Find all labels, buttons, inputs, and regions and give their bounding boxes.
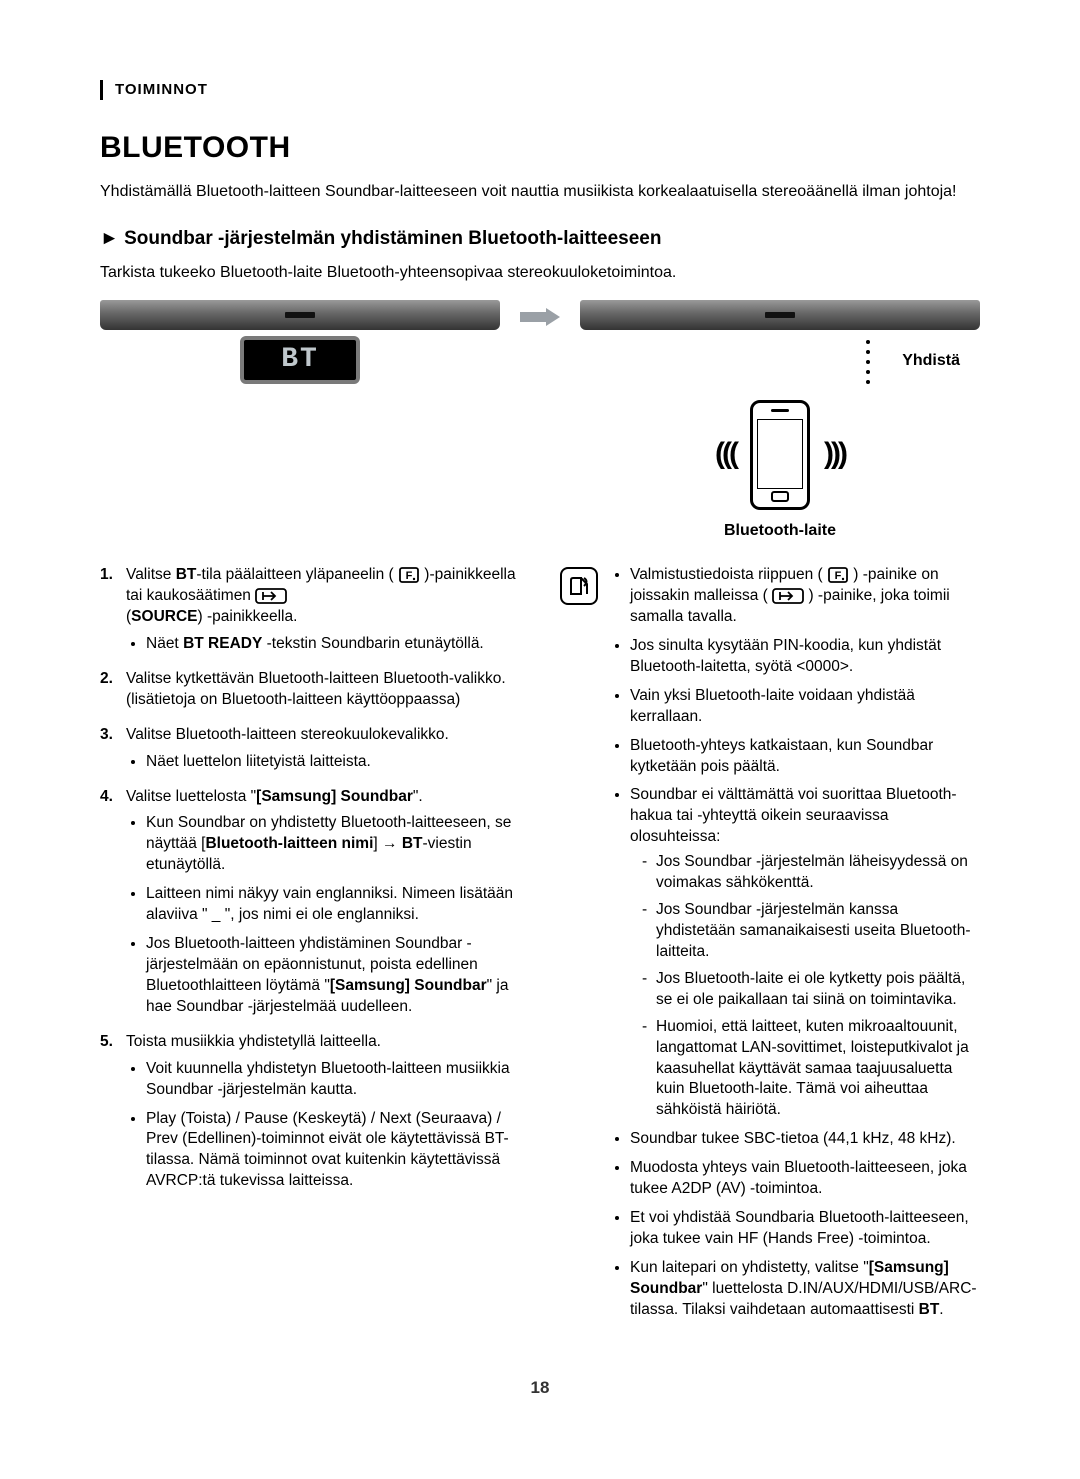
source-button-icon-2 (772, 587, 804, 605)
page-title: BLUETOOTH (100, 128, 980, 169)
wave-right-icon: ))) (824, 434, 845, 475)
phone-waves: ((( ))) (580, 400, 980, 510)
source-button-icon (255, 587, 287, 605)
step3-bullet: Näet luettelon liitetyistä laitteista. (146, 752, 520, 773)
step5-text: Toista musiikkia yhdistetyllä laitteella… (126, 1033, 381, 1050)
n1-a: Valmistustiedoista riippuen ( (630, 566, 827, 583)
note-5-d4: Huomioi, että laitteet, kuten mikroaalto… (642, 1017, 980, 1122)
svg-text:F: F (406, 570, 413, 582)
step4-bullet1: Kun Soundbar on yhdistetty Bluetooth-lai… (146, 813, 520, 876)
step-5: Toista musiikkia yhdistetyllä laitteella… (100, 1032, 520, 1192)
step-2: Valitse kytkettävän Bluetooth-laitteen B… (100, 669, 520, 711)
s4b1-d: BT (402, 835, 423, 852)
bt-device-label: Bluetooth-laite (580, 520, 980, 542)
step4-bullet3: Jos Bluetooth-laitteen yhdistäminen Soun… (146, 934, 520, 1018)
function-button-icon: F (398, 566, 420, 584)
s4b1-c: ] → (373, 835, 401, 852)
n9-d: BT (919, 1301, 940, 1318)
n5-text: Soundbar ei välttämättä voi suorittaa Bl… (630, 786, 957, 845)
note-6: Soundbar tukee SBC-tietoa (44,1 kHz, 48 … (630, 1129, 980, 1150)
step-1: Valitse BT-tila päälaitteen yläpaneelin … (100, 565, 520, 655)
subsection-title-text: Soundbar -järjestelmän yhdistäminen Blue… (124, 228, 661, 249)
note-5: Soundbar ei välttämättä voi suorittaa Bl… (630, 785, 980, 1121)
step5-bullet2: Play (Toista) / Pause (Keskeytä) / Next … (146, 1109, 520, 1193)
note-1: Valmistustiedoista riippuen ( F ) -paini… (630, 565, 980, 628)
s1b-c: -tekstin Soundbarin etunäytöllä. (262, 635, 483, 652)
note-4: Bluetooth-yhteys katkaistaan, kun Soundb… (630, 736, 980, 778)
step1-source: SOURCE (131, 608, 197, 625)
connection-dots (866, 340, 870, 384)
connection-diagram: BT Yhdistä ((( ))) Bluetooth-laite (100, 300, 980, 542)
diagram-soundbar-side: BT (100, 300, 500, 384)
soundbar-illustration-2 (580, 300, 980, 330)
steps-list: Valitse BT-tila päälaitteen yläpaneelin … (100, 565, 520, 1192)
soundbar-illustration (100, 300, 500, 330)
play-triangle-icon: ► (100, 228, 119, 249)
bt-display: BT (240, 336, 360, 384)
n9-e: . (939, 1301, 943, 1318)
step3-text: Valitse Bluetooth-laitteen stereokuuloke… (126, 726, 449, 743)
s4-b: [Samsung] Soundbar (256, 788, 413, 805)
s1b-a: Näet (146, 635, 183, 652)
note-5-d3: Jos Bluetooth-laite ei ole kytketty pois… (642, 969, 980, 1011)
step5-bullet1: Voit kuunnella yhdistetyn Bluetooth-lait… (146, 1059, 520, 1101)
connect-label: Yhdistä (902, 350, 960, 372)
function-button-icon-2: F (827, 566, 849, 584)
n9-a: Kun laitepari on yhdistetty, valitse " (630, 1259, 869, 1276)
s1b-b: BT READY (183, 635, 262, 652)
right-column: Valmistustiedoista riippuen ( F ) -paini… (560, 565, 980, 1329)
step1-bullet: Näet BT READY -tekstin Soundbarin etunäy… (146, 634, 520, 655)
step1-text-a: Valitse (126, 566, 176, 583)
step-3: Valitse Bluetooth-laitteen stereokuuloke… (100, 725, 520, 773)
note-7: Muodosta yhteys vain Bluetooth-laitteese… (630, 1158, 980, 1200)
step1-paren-close: ) -painikkeella. (198, 608, 298, 625)
intro-text: Yhdistämällä Bluetooth-laitteen Soundbar… (100, 181, 980, 203)
note-3: Vain yksi Bluetooth-laite voidaan yhdist… (630, 686, 980, 728)
note-9: Kun laitepari on yhdistetty, valitse "[S… (630, 1258, 980, 1321)
phone-illustration (750, 400, 810, 510)
notes-body: Valmistustiedoista riippuen ( F ) -paini… (612, 565, 980, 1329)
step-4: Valitse luettelosta "[Samsung] Soundbar"… (100, 787, 520, 1018)
s4-c: ". (413, 788, 423, 805)
note-icon (560, 567, 598, 605)
note-5-d2: Jos Soundbar -järjestelmän kanssa yhdist… (642, 900, 980, 963)
wave-left-icon: ((( (715, 434, 736, 475)
content-columns: Valitse BT-tila päälaitteen yläpaneelin … (100, 565, 980, 1329)
note-5-d1: Jos Soundbar -järjestelmän läheisyydessä… (642, 852, 980, 894)
page-number: 18 (100, 1377, 980, 1400)
svg-text:F: F (835, 570, 842, 582)
s4b3-b: [Samsung] Soundbar (330, 977, 487, 994)
note-2: Jos sinulta kysytään PIN-koodia, kun yhd… (630, 636, 980, 678)
s4-a: Valitse luettelosta " (126, 788, 256, 805)
check-instruction: Tarkista tukeeko Bluetooth-laite Bluetoo… (100, 262, 980, 284)
s4b1-b: Bluetooth-laitteen nimi (205, 835, 373, 852)
arrow-right-icon (520, 308, 560, 326)
section-label: TOIMINNOT (100, 80, 980, 100)
left-column: Valitse BT-tila päälaitteen yläpaneelin … (100, 565, 520, 1329)
note-8: Et voi yhdistää Soundbaria Bluetooth-lai… (630, 1208, 980, 1250)
step1-bt: BT (176, 566, 197, 583)
diagram-device-side: Yhdistä ((( ))) Bluetooth-laite (580, 300, 980, 542)
step4-bullet2: Laitteen nimi näkyy vain englanniksi. Ni… (146, 884, 520, 926)
subsection-title: ► Soundbar -järjestelmän yhdistäminen Bl… (100, 226, 980, 252)
step1-text-c: -tila päälaitteen yläpaneelin ( (196, 566, 398, 583)
